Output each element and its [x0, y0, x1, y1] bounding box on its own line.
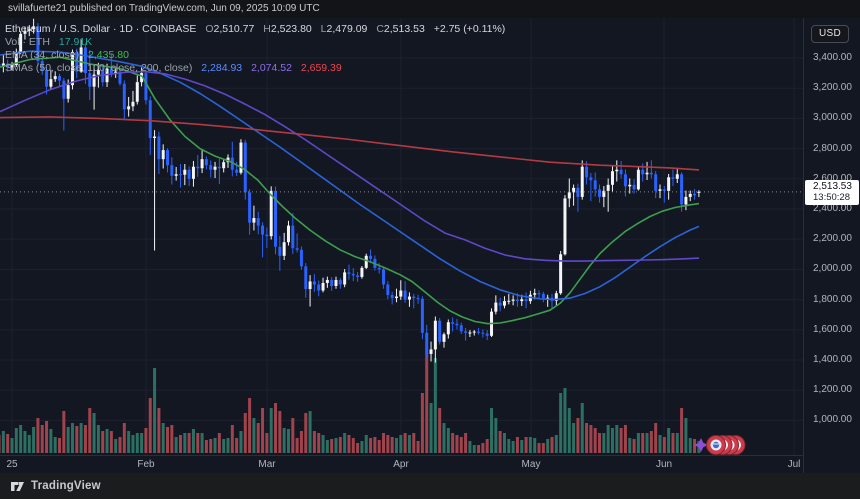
volume-value: 17.91K — [58, 36, 93, 48]
attribution-bar: svillafuerte21 published on TradingView.… — [0, 0, 860, 18]
price-tick-label: 1,400.00 — [813, 353, 852, 365]
sma200-value: 2,659.39 — [300, 62, 342, 74]
price-tick-label: 2,400.00 — [813, 202, 852, 214]
time-tick-label: 25 — [6, 459, 18, 470]
time-tick-label: Apr — [393, 459, 409, 470]
price-tick-label: 1,000.00 — [813, 414, 852, 426]
smas-label: SMAs (50, close, 100, close, 200, close) — [5, 62, 193, 74]
open-value: 2,510.77 — [213, 23, 255, 35]
price-tick-label: 2,600.00 — [813, 172, 852, 184]
chart-area: Ethereum / U.S. Dollar · 1D · COINBASE O… — [0, 18, 860, 473]
price-pane-canvas[interactable] — [0, 18, 803, 455]
ema-value: 2,435.80 — [88, 49, 129, 61]
high-label: H — [263, 23, 271, 35]
time-tick-label: Jul — [787, 459, 801, 470]
price-tick-label: 1,600.00 — [813, 323, 852, 335]
time-tick-label: Feb — [137, 459, 155, 470]
last-price-value: 2,513.53 — [813, 181, 852, 192]
chart-legend: Ethereum / U.S. Dollar · 1D · COINBASE O… — [5, 23, 505, 75]
tradingview-wordmark[interactable]: TradingView — [31, 480, 101, 492]
price-tick-label: 1,800.00 — [813, 293, 852, 305]
candlestick-series — [0, 18, 701, 363]
close-label: C — [376, 23, 384, 35]
time-tick-label: Jun — [655, 459, 673, 470]
price-axis[interactable]: USD 2,513.53 13:50:28 3,400.00 3,200.00 3,… — [803, 18, 860, 473]
legend-ema-row[interactable]: EMA (34, close) 2,435.80 — [5, 49, 505, 62]
price-tick-label: 1,200.00 — [813, 384, 852, 396]
low-label: L — [320, 23, 327, 35]
change-value: +2.75 (+0.11%) — [433, 23, 506, 35]
ema-34-line[interactable] — [0, 56, 700, 325]
price-tick-label: 2,000.00 — [813, 263, 852, 275]
price-tick-label: 3,000.00 — [813, 112, 852, 124]
tradingview-logo-icon[interactable] — [10, 479, 25, 494]
time-tick-label: Mar — [258, 459, 276, 470]
time-tick-label: May — [521, 459, 541, 470]
volume-label: Vol · ETH — [5, 36, 50, 48]
footer-bar: TradingView — [0, 473, 860, 499]
emoji-sticker[interactable] — [694, 435, 746, 455]
legend-smas-row[interactable]: SMAs (50, close, 100, close, 200, close)… — [5, 62, 505, 75]
time-axis[interactable]: 25 Feb Mar Apr May Jun Jul — [0, 455, 860, 473]
open-label: O — [205, 23, 214, 35]
sma-200-line[interactable] — [0, 116, 700, 171]
bar-countdown: 13:50:28 — [813, 192, 850, 203]
price-tick-label: 3,200.00 — [813, 82, 852, 94]
low-value: 2,479.09 — [326, 23, 368, 35]
sma50-value: 2,284.93 — [201, 62, 243, 74]
ema-label: EMA (34, close) — [5, 49, 80, 61]
price-tick-label: 2,200.00 — [813, 233, 852, 245]
attribution-text: svillafuerte21 published on TradingView.… — [8, 3, 320, 14]
price-tick-label: 2,800.00 — [813, 142, 852, 154]
grid-lines — [0, 18, 803, 455]
legend-volume-row[interactable]: Vol · ETH 17.91K — [5, 36, 505, 49]
sma100-value: 2,074.52 — [251, 62, 292, 74]
usd-button[interactable]: USD — [811, 25, 849, 43]
high-value: 2,523.80 — [270, 23, 312, 35]
close-value: 2,513.53 — [383, 23, 425, 35]
volume-series — [0, 353, 701, 453]
last-price-label: 2,513.53 13:50:28 — [805, 180, 859, 205]
symbol-title: Ethereum / U.S. Dollar · 1D · COINBASE — [5, 23, 197, 35]
legend-symbol-row[interactable]: Ethereum / U.S. Dollar · 1D · COINBASE O… — [5, 23, 505, 36]
price-tick-label: 3,400.00 — [813, 52, 852, 63]
sma-100-line[interactable] — [0, 70, 700, 262]
